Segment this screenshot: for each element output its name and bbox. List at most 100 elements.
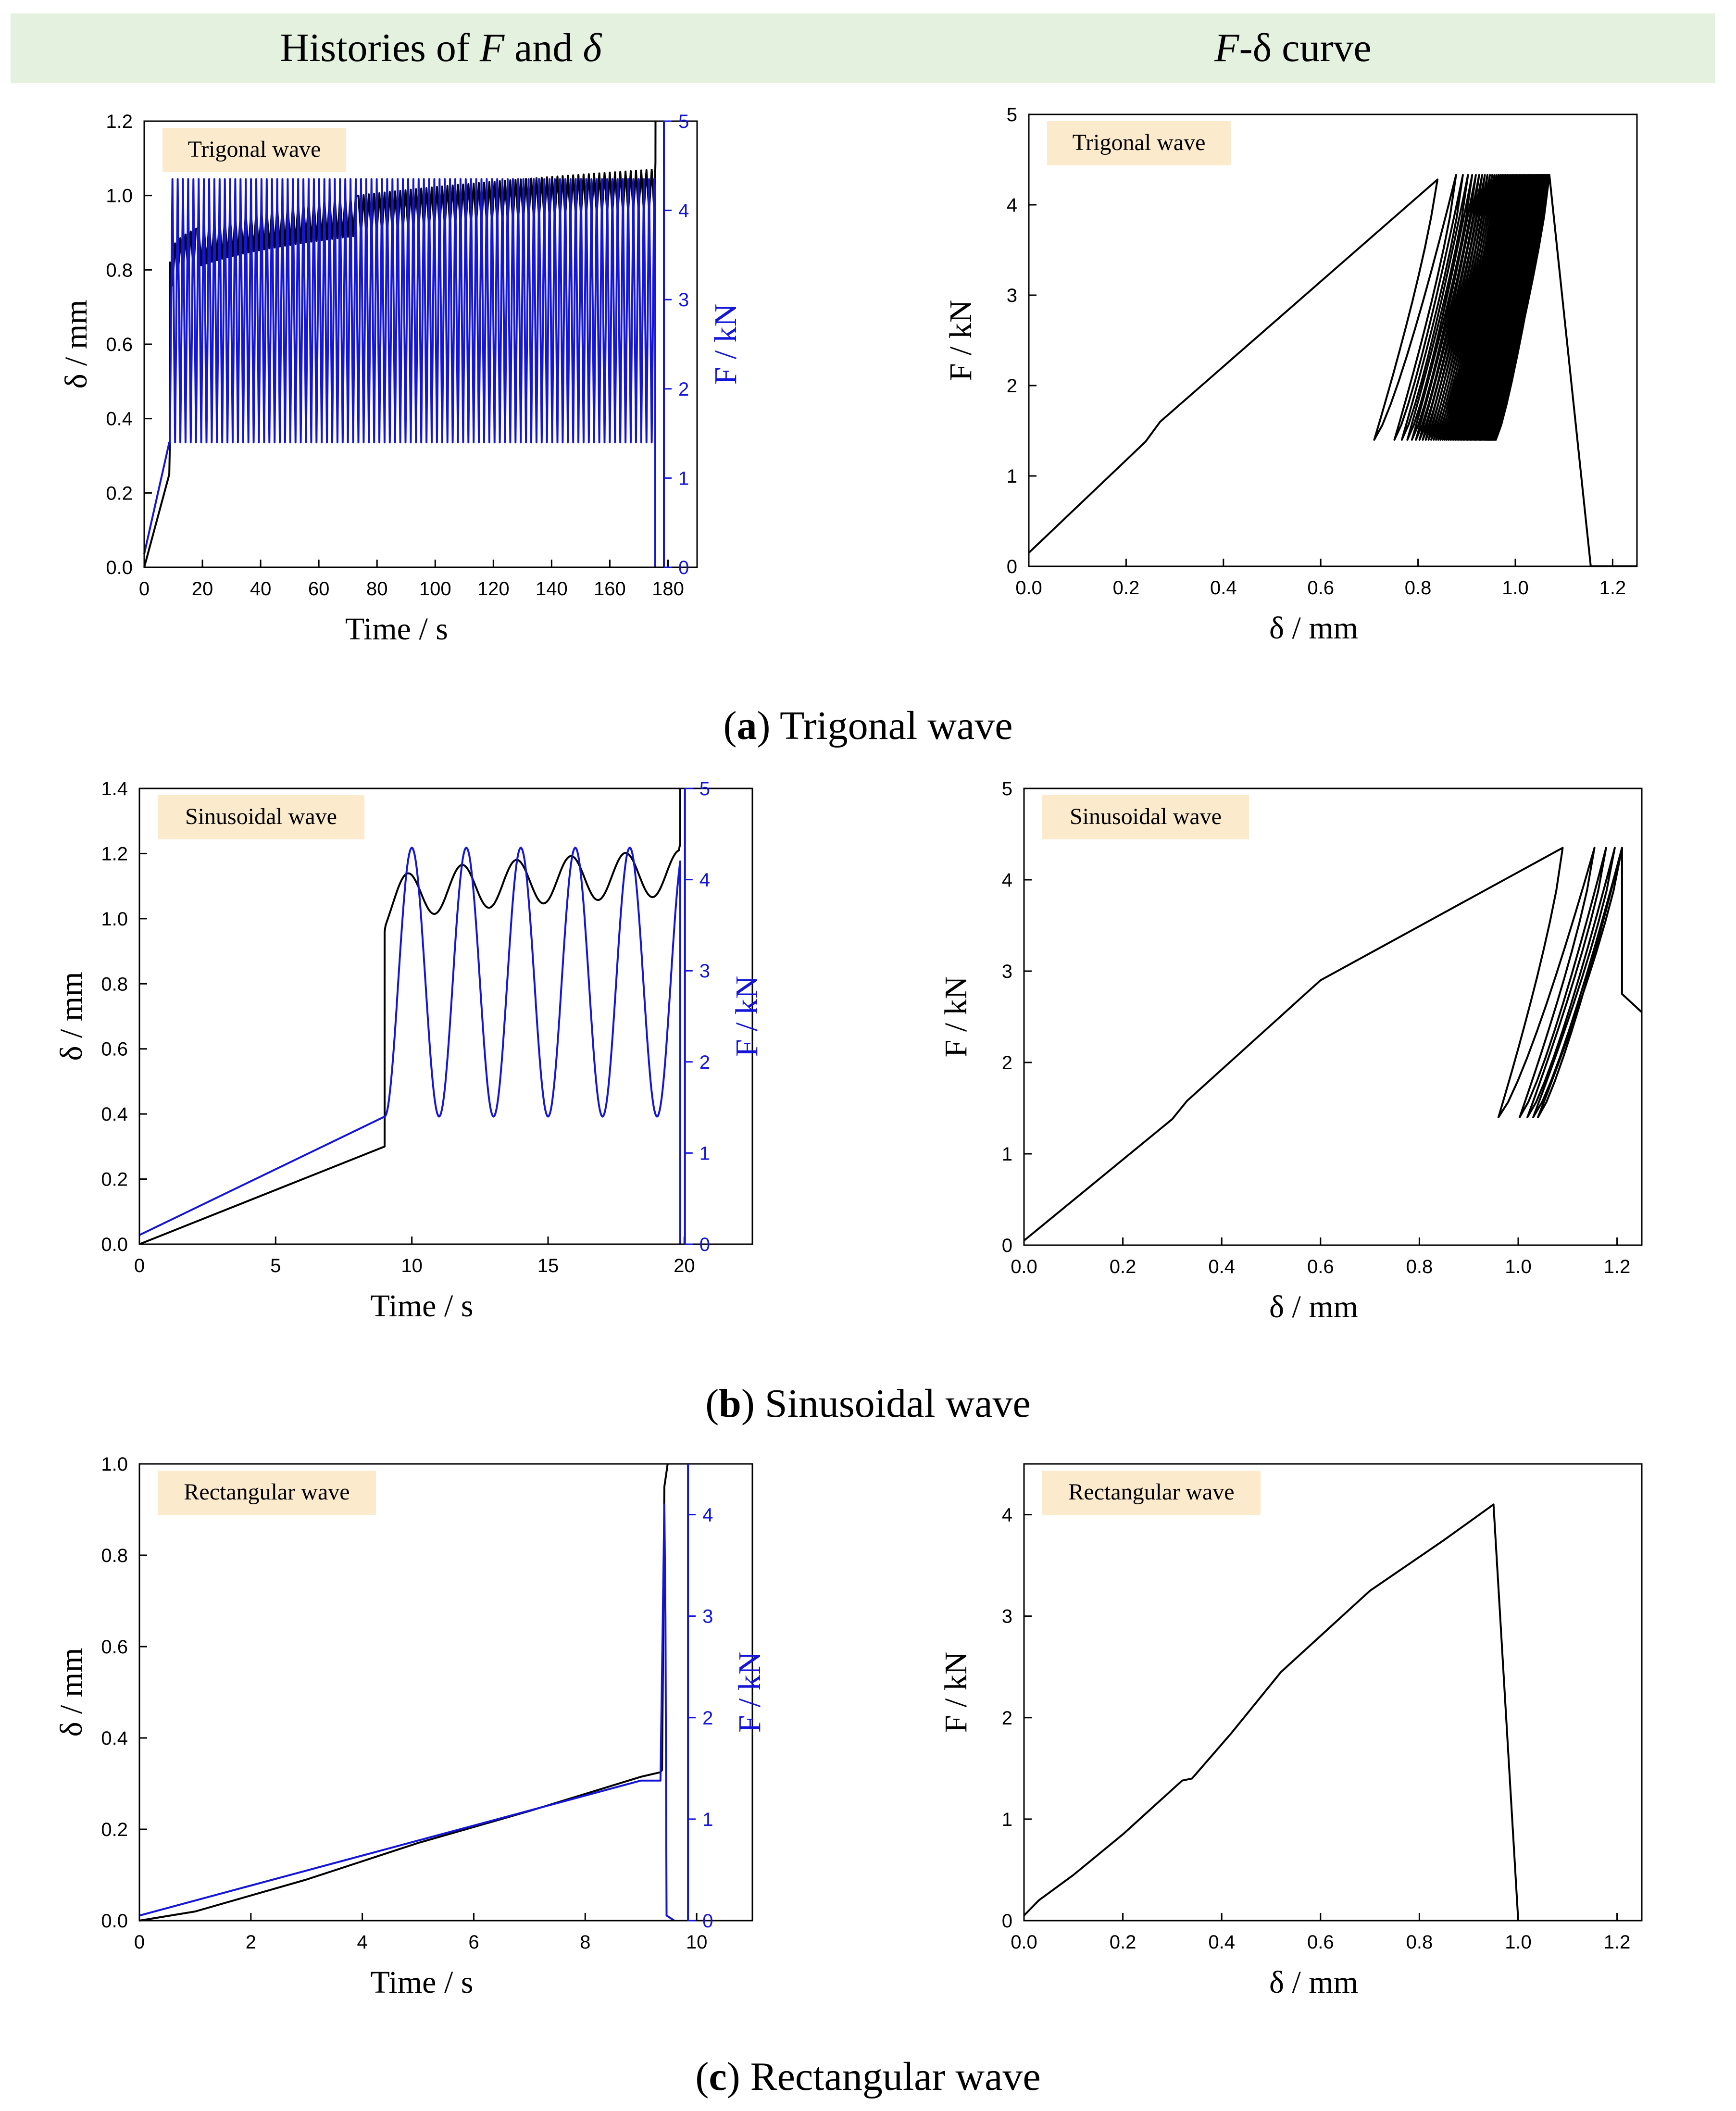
x-tick-label: 0.2 xyxy=(1113,577,1140,599)
legend-box xyxy=(158,1471,376,1515)
x-tick-label: 0.0 xyxy=(1011,1932,1037,1953)
legend-label: Sinusoidal wave xyxy=(185,804,337,829)
y-tick-label: 2 xyxy=(1007,375,1017,397)
x-tick-label: 5 xyxy=(270,1255,281,1276)
y-tick-label: 0.4 xyxy=(106,409,133,430)
x-tick-label: 0.2 xyxy=(1110,1932,1137,1953)
y-axis-label: F / kN xyxy=(938,976,974,1058)
y2-tick-label: 2 xyxy=(678,379,689,400)
y-tick-label: 0.8 xyxy=(106,260,133,281)
y-tick-label: 0.0 xyxy=(101,1911,128,1932)
legend-label: Rectangular wave xyxy=(1068,1479,1234,1505)
y-tick-label: 0.2 xyxy=(106,483,133,504)
x-tick-label: 0.6 xyxy=(1307,1932,1334,1953)
y-tick-label: 1.2 xyxy=(101,843,128,864)
x-tick-label: 180 xyxy=(652,578,684,600)
caption-a: (a) Trigonal wave xyxy=(723,703,1013,748)
x-tick-label: 0.0 xyxy=(1015,577,1042,599)
x-axis-label: δ / mm xyxy=(1269,611,1358,646)
x-tick-label: 0.8 xyxy=(1405,577,1432,599)
y-tick-label: 0.0 xyxy=(101,1234,128,1255)
y2-tick-label: 2 xyxy=(702,1708,713,1729)
x-axis-label: Time / s xyxy=(345,612,448,647)
legend-box xyxy=(1042,1471,1261,1515)
chart-b-curve: 0.0 0.2 0.4 0.6 0.8 1.0 1.2 0 1 2 3 4 5 δ / mm F / kN S… xyxy=(938,778,1643,1324)
chart-a-history: 0 20 40 60 80 100 120 140 160 1800.00.20.40.60.81… xyxy=(59,111,743,647)
y-tick-label: 4 xyxy=(1002,1505,1012,1526)
x-tick-label: 1.2 xyxy=(1604,1932,1631,1953)
x-tick-label: 1.0 xyxy=(1505,1932,1532,1953)
x-tick-label: 120 xyxy=(477,578,510,600)
y-tick-label: 1.0 xyxy=(101,1454,128,1475)
y2-tick-label: 3 xyxy=(678,289,689,311)
y-tick-label: 0.2 xyxy=(101,1819,128,1840)
y-tick-label: 3 xyxy=(1002,961,1012,982)
x-tick-label: 15 xyxy=(537,1255,559,1276)
series-force-line xyxy=(139,847,681,1245)
y2-tick-label: 2 xyxy=(699,1052,710,1073)
legend-box xyxy=(162,128,346,172)
x-tick-label: 0.6 xyxy=(1307,577,1334,599)
y2-tick-label: 3 xyxy=(699,961,710,982)
x-tick-label: 4 xyxy=(357,1932,368,1953)
legend-label: Rectangular wave xyxy=(184,1479,350,1505)
y2-axis-label: F / kN xyxy=(732,1652,767,1733)
series-delta-line xyxy=(139,788,681,1245)
y-tick-label: 5 xyxy=(1002,778,1012,799)
y-tick-label: 0.2 xyxy=(101,1169,128,1190)
y-tick-label: 3 xyxy=(1002,1606,1012,1627)
x-tick-label: 40 xyxy=(250,578,272,600)
x-axis-label: δ / mm xyxy=(1269,1965,1358,2000)
y-tick-label: 0.8 xyxy=(101,1545,128,1566)
plot-frame xyxy=(1023,1463,1643,1922)
x-tick-label: 0.4 xyxy=(1208,1256,1235,1277)
x-axis-label: δ / mm xyxy=(1269,1289,1358,1324)
header-f-delta-curve: F-δ curve xyxy=(1214,25,1372,70)
x-tick-label: 0.0 xyxy=(1011,1256,1037,1277)
y2-tick-label: 5 xyxy=(699,778,710,799)
y2-tick-label: 4 xyxy=(678,200,689,222)
y2-axis-label: F / kN xyxy=(708,304,743,385)
x-tick-label: 0.4 xyxy=(1208,1932,1235,1953)
y-tick-label: 5 xyxy=(1007,104,1017,125)
chart-c-history: 0 2 4 6 8 10 0.0 0.2 0.4 0.6 0.8 1.0 0 1 2 3 4 F / kN Time… xyxy=(54,1454,767,2000)
y-axis-label: δ / mm xyxy=(54,1648,89,1736)
y-tick-label: 0 xyxy=(1002,1911,1012,1932)
y2-tick-label: 4 xyxy=(702,1505,713,1526)
plot-frame xyxy=(138,787,753,1245)
legend-label: Sinusoidal wave xyxy=(1070,804,1222,829)
x-tick-label: 0.4 xyxy=(1210,577,1237,599)
y-tick-label: 0.4 xyxy=(101,1728,128,1749)
y-tick-label: 1 xyxy=(1002,1809,1012,1830)
x-tick-label: 6 xyxy=(468,1932,479,1953)
x-tick-label: 80 xyxy=(366,578,388,600)
y-tick-label: 1 xyxy=(1007,466,1017,487)
x-axis-label: Time / s xyxy=(371,1965,474,2000)
y-tick-label: 1.0 xyxy=(101,909,128,930)
y-tick-label: 4 xyxy=(1007,195,1017,216)
column-header-banner: Histories of F and δ F-δ curve xyxy=(11,13,1715,83)
y-tick-label: 0.6 xyxy=(101,1039,128,1060)
y-tick-label: 1.4 xyxy=(101,778,128,799)
x-tick-label: 2 xyxy=(246,1932,256,1953)
y2-tick-label: 1 xyxy=(678,468,689,489)
series-force-line xyxy=(139,1503,675,1922)
y-tick-label: 1.2 xyxy=(106,111,133,132)
x-tick-label: 8 xyxy=(580,1932,590,1953)
legend-label: Trigonal wave xyxy=(1073,130,1206,155)
series-f-delta-line xyxy=(1023,1503,1519,1921)
y2-tick-label: 1 xyxy=(702,1809,713,1830)
y-axis-label: F / kN xyxy=(938,1652,974,1733)
plot-frame xyxy=(138,1463,753,1922)
x-tick-label: 1.2 xyxy=(1604,1256,1631,1277)
series-f-delta-line xyxy=(1028,174,1637,567)
chart-b-history: 0 5 10 15 20 0.0 0.2 0.4 0.6 0.8 1.0 1.2 1.4 0 1 2 3 4 5 F … xyxy=(54,778,764,1324)
x-axis-label: Time / s xyxy=(371,1288,474,1324)
legend-label: Trigonal wave xyxy=(188,137,321,162)
legend-box xyxy=(1042,795,1249,839)
y-tick-label: 1 xyxy=(1002,1144,1012,1165)
y2-axis-label: F / kN xyxy=(729,976,764,1057)
y-tick-label: 0.4 xyxy=(101,1104,128,1125)
y2-tick-label: 0 xyxy=(702,1911,713,1932)
